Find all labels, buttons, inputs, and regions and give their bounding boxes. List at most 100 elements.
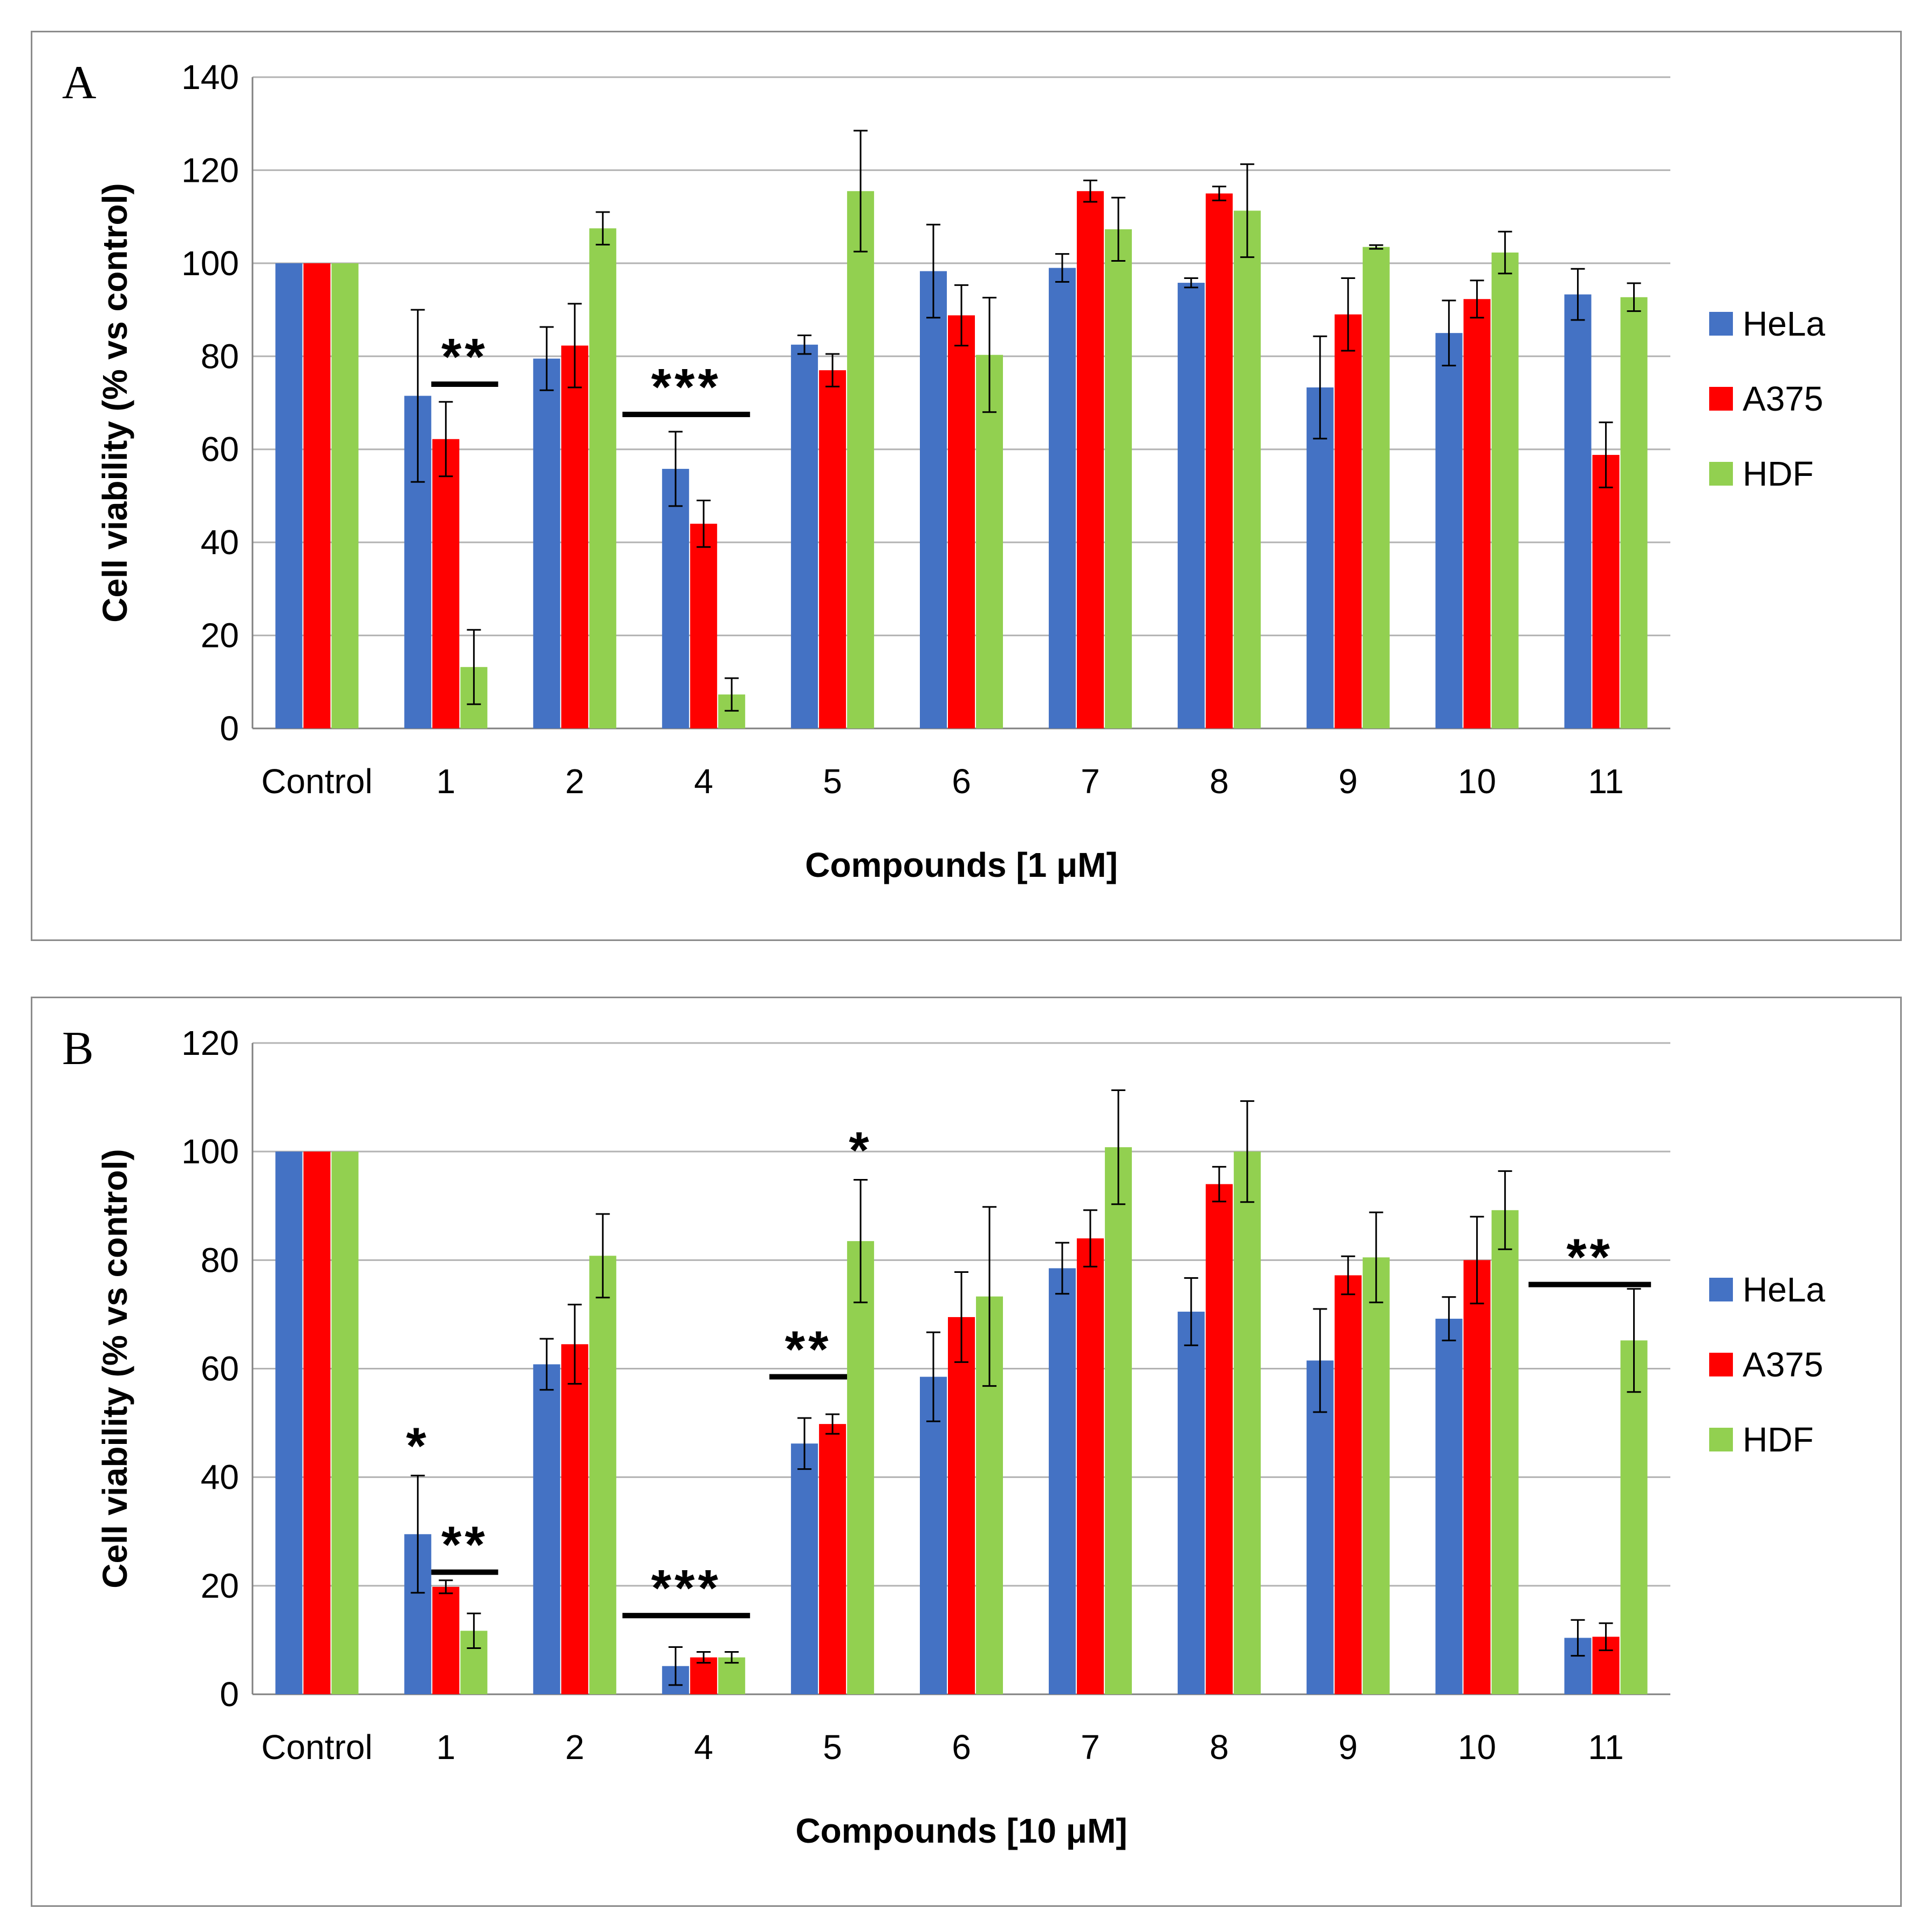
legend-label-hela: HeLa [1743,304,1825,343]
x-tick-label: 1 [436,762,456,801]
x-tick-label: 9 [1339,762,1358,801]
bar-hdf-control [331,263,359,728]
x-tick-label: Control [261,762,372,801]
x-tick-label: 8 [1210,762,1229,801]
significance-bar [622,1613,750,1619]
x-tick-label: 5 [823,762,842,801]
bar-hdf-5 [847,1241,875,1694]
bar-hdf-9 [1362,247,1390,728]
bar-hela-6 [920,271,947,729]
bar-a375-5 [819,370,846,728]
y-tick-label: 100 [181,244,239,283]
bar-a375-7 [1076,191,1104,729]
bar-hela-7 [1048,1268,1076,1694]
x-tick-label: 10 [1458,1728,1496,1767]
bar-hdf-11 [1620,1340,1648,1694]
y-tick-label: 80 [201,1240,239,1279]
bar-a375-8 [1205,193,1233,728]
significance-stars: ** [441,1516,488,1574]
x-tick-label: Control [261,1728,372,1767]
bar-hdf-8 [1233,1151,1261,1694]
bar-hela-5 [791,1443,818,1694]
legend-swatch-a375 [1709,387,1733,411]
significance-stars: *** [651,1559,721,1617]
significance-bar [622,412,750,418]
bar-a375-9 [1334,1275,1362,1694]
legend-swatch-hela [1709,1278,1733,1301]
bar-a375-10 [1463,299,1491,728]
y-axis-title: Cell viability (% vs control) [95,1149,134,1588]
bar-hela-control [275,263,303,728]
significance-bar [431,381,499,387]
y-axis-title: Cell viability (% vs control) [95,183,134,622]
legend-label-hdf: HDF [1743,454,1814,493]
bar-a375-4 [690,523,718,728]
bar-hela-8 [1177,1311,1205,1694]
bar-hdf-control [331,1151,359,1694]
x-tick-label: 2 [565,762,584,801]
bar-a375-2 [561,345,589,728]
bar-hdf-5 [847,191,875,729]
bar-hdf-7 [1104,229,1132,728]
bar-hela-6 [920,1376,947,1694]
x-tick-label: 1 [436,1728,456,1767]
y-tick-label: 0 [220,1675,239,1714]
x-tick-label: 11 [1588,1728,1623,1767]
bar-hdf-9 [1362,1257,1390,1694]
x-tick-label: 4 [694,762,713,801]
significance-star: * [849,1121,872,1179]
bar-a375-6 [948,315,975,728]
y-tick-label: 100 [181,1132,239,1171]
x-tick-label: 6 [952,1728,971,1767]
bar-a375-control [303,1151,331,1694]
x-tick-label: 7 [1081,762,1100,801]
x-tick-label: 7 [1081,1728,1100,1767]
bar-hela-4 [662,468,689,728]
bar-hela-7 [1048,268,1076,728]
bar-hdf-6 [976,355,1003,728]
bar-hela-control [275,1151,303,1694]
significance-bar [769,1374,848,1380]
bar-hdf-8 [1233,210,1261,728]
bar-a375-2 [561,1344,589,1694]
significance-stars: ** [441,328,488,386]
x-axis-title: Compounds [10 μM] [795,1811,1127,1850]
legend-swatch-hdf [1709,462,1733,486]
y-tick-label: 140 [181,58,239,97]
bar-hdf-2 [589,228,617,729]
x-tick-label: 2 [565,1728,584,1767]
panel-letter-b: B [62,1023,94,1075]
y-tick-label: 60 [201,1349,239,1388]
x-tick-label: 10 [1458,762,1496,801]
y-tick-label: 120 [181,151,239,189]
bar-chart-a: A 0 20 40 60 80 100 120 140 Control 1 2 4 5 6 7 8 9 10 11 C… [62,57,1825,884]
chart-panel-b: B 0 20 40 60 80 100 120 Control 1 2 4 5 6 7 8 9 10 11 Comp… [31,997,1902,1907]
x-tick-label: 11 [1588,762,1623,801]
bar-hela-2 [533,1364,561,1694]
bar-a375-1 [432,1586,460,1694]
x-tick-label: 8 [1210,1728,1229,1767]
bar-a375-6 [948,1317,975,1694]
significance-bar [431,1569,499,1575]
y-tick-label: 20 [201,616,239,655]
bar-a375-7 [1076,1238,1104,1694]
significance-stars: ** [785,1321,832,1379]
legend-swatch-hdf [1709,1428,1733,1451]
x-tick-label: 6 [952,762,971,801]
bar-hela-2 [533,358,561,728]
x-tick-label: 4 [694,1728,713,1767]
y-tick-label: 40 [201,1458,239,1497]
bar-chart-b: B 0 20 40 60 80 100 120 Control 1 2 4 5 6 7 8 9 10 11 Comp… [62,1023,1825,1850]
legend-label-a375: A375 [1743,379,1823,418]
bar-hela-11 [1564,294,1592,728]
significance-stars: *** [651,358,721,416]
bar-hela-9 [1306,1360,1334,1694]
x-tick-label: 9 [1339,1728,1358,1767]
legend-label-hdf: HDF [1743,1420,1814,1459]
bar-hela-10 [1435,1318,1463,1694]
y-tick-label: 0 [220,709,239,748]
bar-hela-9 [1306,387,1334,728]
legend-label-a375: A375 [1743,1345,1823,1384]
bar-a375-11 [1592,455,1620,728]
x-tick-label: 5 [823,1728,842,1767]
